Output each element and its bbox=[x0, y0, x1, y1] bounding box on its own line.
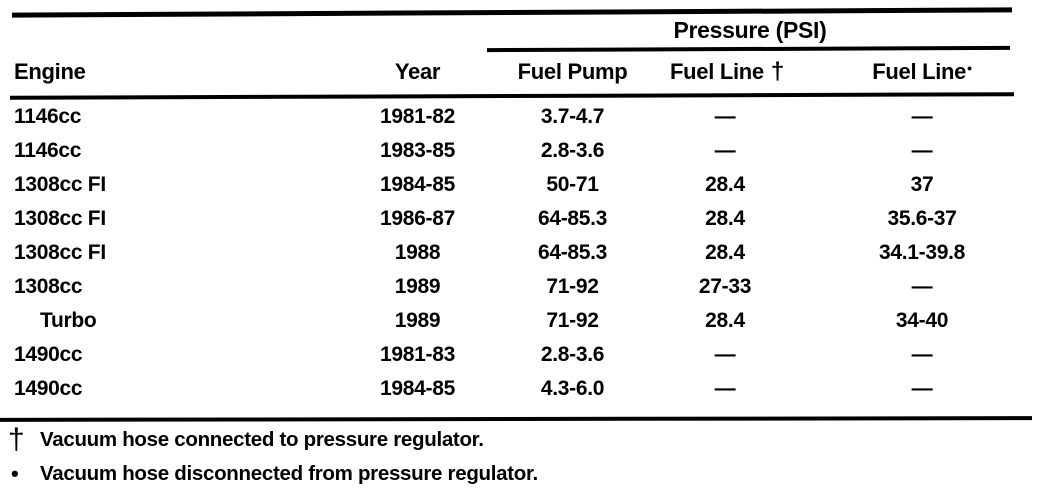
cell-year: 1984-85 bbox=[380, 173, 455, 196]
dagger-icon: † bbox=[8, 423, 25, 456]
cell-fuel-pump: 2.8-3.6 bbox=[540, 343, 605, 366]
cell-fuel-line-disconnected: — bbox=[911, 275, 933, 298]
cell-fuel-pump: 64-85.3 bbox=[537, 241, 608, 264]
bullet-icon: • bbox=[967, 60, 972, 76]
cell-fuel-line-disconnected: 35.6-37 bbox=[887, 207, 957, 230]
table-body: 1146cc 1981-82 3.7-4.7 — — 1146cc 1983-8… bbox=[10, 100, 1020, 406]
cell-fuel-pump: 71-92 bbox=[546, 275, 599, 298]
cell-fuel-line-disconnected: — bbox=[911, 343, 933, 366]
cell-fuel-line-connected: 27-33 bbox=[698, 275, 752, 298]
cell-engine: 1308cc FI bbox=[14, 207, 106, 230]
cell-year: 1984-85 bbox=[380, 377, 455, 400]
cell-fuel-line-disconnected: 34.1-39.8 bbox=[878, 241, 966, 264]
cell-year: 1988 bbox=[394, 241, 441, 264]
table-row: 1308cc FI 1984-85 50-71 28.4 37 bbox=[10, 168, 1020, 202]
column-header-fuel-pump: Fuel Pump bbox=[517, 59, 628, 84]
cell-engine: 1490cc bbox=[14, 343, 83, 366]
cell-fuel-pump: 4.3-6.0 bbox=[540, 377, 605, 400]
bottom-rule bbox=[0, 416, 1033, 422]
cell-year: 1981-83 bbox=[380, 343, 455, 366]
cell-year: 1983-85 bbox=[380, 139, 455, 162]
table-row: 1308cc FI 1986-87 64-85.3 28.4 35.6-37 bbox=[10, 202, 1020, 236]
bullet-icon: • bbox=[11, 461, 19, 486]
column-header-label: Fuel Line bbox=[670, 59, 764, 84]
cell-fuel-line-disconnected: — bbox=[911, 377, 933, 400]
cell-engine: 1308cc FI bbox=[14, 173, 106, 196]
column-header-fuel-line-connected: Fuel Line † bbox=[670, 58, 784, 86]
cell-fuel-pump: 2.8-3.6 bbox=[540, 139, 605, 162]
footnote-dagger: † Vacuum hose connected to pressure regu… bbox=[8, 423, 1048, 457]
footnote-bullet: • Vacuum hose disconnected from pressure… bbox=[8, 457, 1048, 490]
dagger-icon: † bbox=[770, 58, 784, 85]
table-row: 1490cc 1984-85 4.3-6.0 — — bbox=[10, 372, 1020, 406]
cell-fuel-line-connected: 28.4 bbox=[705, 173, 745, 196]
cell-engine: 1308cc FI bbox=[14, 241, 106, 264]
column-header-label: Fuel Line bbox=[872, 59, 967, 84]
footnote-text: Vacuum hose connected to pressure regula… bbox=[40, 428, 484, 451]
column-header-engine: Engine bbox=[14, 59, 86, 84]
cell-fuel-line-disconnected: — bbox=[911, 139, 933, 162]
cell-year: 1986-87 bbox=[380, 207, 455, 230]
cell-engine: 1490cc bbox=[14, 377, 83, 400]
column-header-year: Year bbox=[394, 59, 441, 84]
cell-fuel-pump: 50-71 bbox=[546, 173, 599, 196]
footnotes: † Vacuum hose connected to pressure regu… bbox=[8, 423, 1048, 490]
cell-year: 1989 bbox=[394, 309, 441, 332]
cell-fuel-line-disconnected: — bbox=[911, 105, 933, 128]
table-row: 1146cc 1983-85 2.8-3.6 — — bbox=[10, 134, 1020, 168]
cell-fuel-line-disconnected: 37 bbox=[910, 173, 934, 196]
header-rule bbox=[9, 92, 1015, 100]
table-row: 1490cc 1981-83 2.8-3.6 — — bbox=[10, 338, 1020, 372]
table-row: 1308cc 1989 71-92 27-33 — bbox=[10, 270, 1020, 304]
table-row: Turbo 1989 71-92 28.4 34-40 bbox=[10, 304, 1020, 338]
column-header-fuel-line-disconnected: Fuel Line• bbox=[780, 59, 1020, 85]
cell-year: 1989 bbox=[394, 275, 441, 298]
cell-fuel-pump: 71-92 bbox=[546, 309, 599, 332]
cell-fuel-line-connected: 28.4 bbox=[705, 309, 745, 332]
cell-fuel-line-connected: — bbox=[714, 139, 736, 162]
pressure-group-header: Pressure (PSI) bbox=[673, 17, 827, 43]
cell-year: 1981-82 bbox=[380, 105, 455, 128]
cell-fuel-line-connected: — bbox=[714, 343, 736, 366]
cell-engine: 1146cc bbox=[14, 139, 82, 162]
cell-engine: Turbo bbox=[40, 309, 97, 332]
cell-fuel-line-disconnected: 34-40 bbox=[895, 309, 949, 332]
cell-fuel-pump: 64-85.3 bbox=[537, 207, 608, 230]
cell-engine: 1146cc bbox=[14, 105, 82, 128]
table-row: 1308cc FI 1988 64-85.3 28.4 34.1-39.8 bbox=[10, 236, 1020, 270]
cell-engine: 1308cc bbox=[14, 275, 83, 298]
cell-fuel-line-connected: 28.4 bbox=[705, 207, 745, 230]
footnote-text: Vacuum hose disconnected from pressure r… bbox=[40, 462, 538, 485]
table-header-row: Engine Year Fuel Pump Fuel Line † Fuel Li… bbox=[10, 52, 1020, 92]
cell-fuel-line-connected: 28.4 bbox=[705, 241, 745, 264]
table-row: 1146cc 1981-82 3.7-4.7 — — bbox=[10, 100, 1020, 134]
cell-fuel-line-connected: — bbox=[714, 377, 736, 400]
cell-fuel-line-connected: — bbox=[714, 105, 736, 128]
cell-fuel-pump: 3.7-4.7 bbox=[540, 105, 605, 128]
